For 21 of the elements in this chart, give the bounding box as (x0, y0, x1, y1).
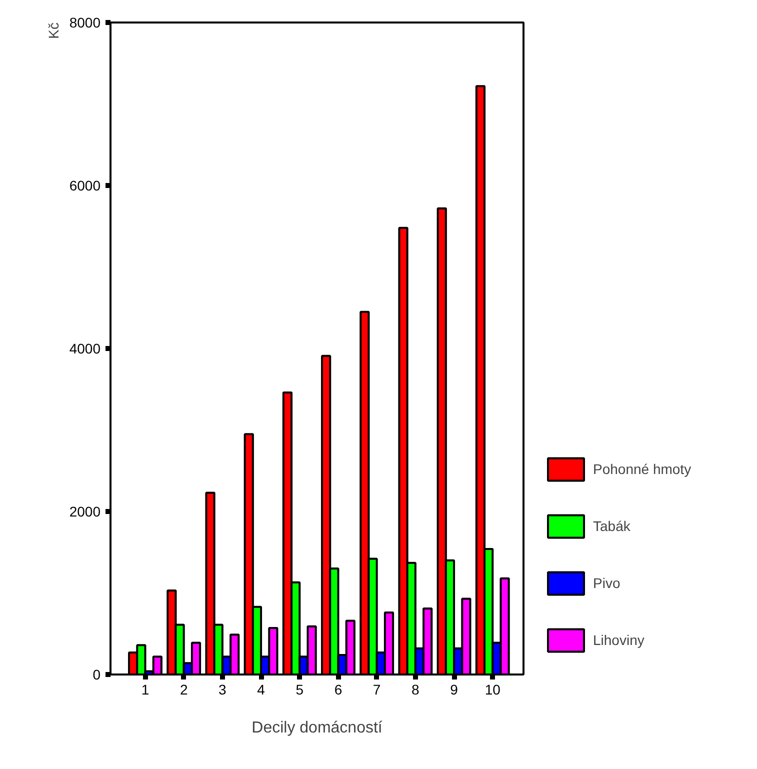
y-tick-label: 0 (92, 666, 101, 682)
x-tick-label: 1 (141, 682, 150, 698)
legend-label: Pohonné hmoty (593, 461, 692, 477)
x-tick-label: 8 (412, 682, 420, 698)
legend-label: Pivo (593, 575, 620, 591)
x-tick-label: 2 (180, 682, 188, 698)
x-axis-title: Decily domácností (252, 720, 383, 736)
x-tick-label: 5 (296, 682, 304, 698)
legend-label: Tabák (593, 518, 630, 534)
x-tick-label: 7 (372, 682, 381, 698)
x-tick-label: 4 (257, 682, 266, 698)
x-tick-label: 6 (334, 682, 342, 698)
x-tick-label: 9 (450, 682, 458, 698)
x-tick-label: 10 (484, 682, 501, 698)
y-tick-label: 2000 (69, 504, 101, 520)
y-tick-label: 6000 (69, 178, 101, 194)
y-axis-title: Kč (46, 22, 62, 39)
legend-label: Lihoviny (593, 632, 644, 648)
y-tick-label: 8000 (69, 14, 101, 30)
x-tick-label: 3 (218, 682, 227, 698)
y-tick-label: 4000 (69, 340, 101, 356)
